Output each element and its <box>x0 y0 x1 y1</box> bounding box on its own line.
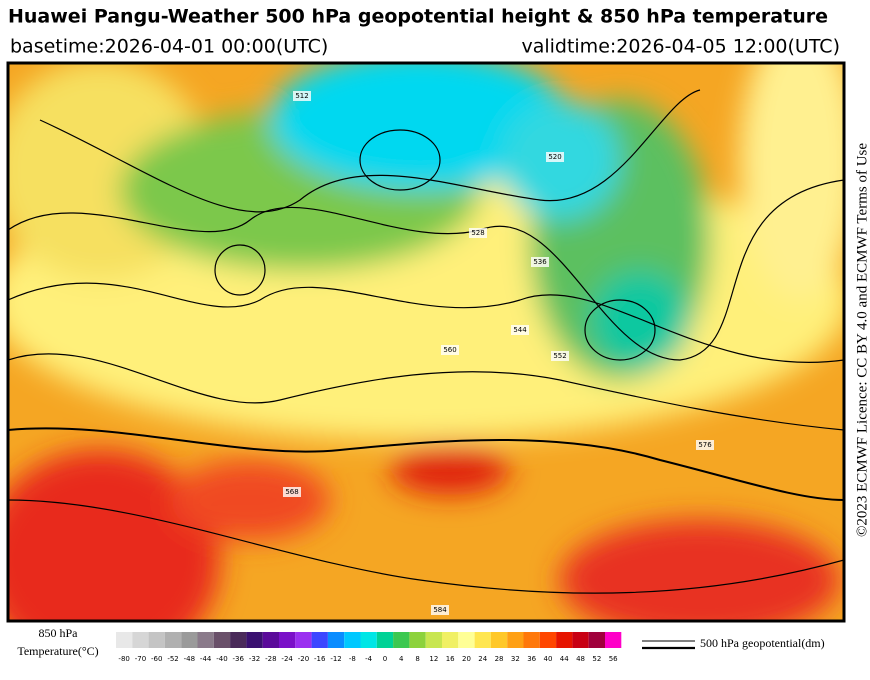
colorbar-tick-label: 44 <box>560 655 569 663</box>
contour-label: 512 <box>295 92 308 100</box>
colorbar-label: Temperature(°C) <box>17 644 98 658</box>
colorbar-swatch <box>442 632 459 648</box>
colorbar-tick-label: -4 <box>365 655 373 663</box>
contour-label: 568 <box>285 488 298 496</box>
colorbar-swatch <box>181 632 198 648</box>
colorbar-tick-label: 8 <box>415 655 419 663</box>
colorbar-label: 850 hPa <box>39 626 79 640</box>
basetime: basetime:2026-04-01 00:00(UTC) <box>10 36 328 58</box>
colorbar-swatch <box>539 632 557 648</box>
colorbar-swatch <box>311 632 328 648</box>
colorbar-swatch <box>523 632 540 648</box>
colorbar-tick-label: 4 <box>399 655 404 663</box>
colorbar-tick-label: -48 <box>184 655 195 663</box>
contour-label-bg <box>531 257 549 267</box>
colorbar-swatch <box>116 632 133 648</box>
colorbar-swatch <box>344 632 361 648</box>
colorbar-swatch <box>295 632 312 648</box>
contour-label: 536 <box>533 258 547 266</box>
contour-label-bg <box>551 351 569 361</box>
colorbar-tick-label: -28 <box>265 655 276 663</box>
colorbar-swatch <box>327 632 345 648</box>
colorbar-tick-label: 52 <box>592 655 601 663</box>
colorbar-swatch <box>556 632 573 648</box>
colorbar-tick-label: 32 <box>511 655 520 663</box>
colorbar-swatch <box>360 632 377 648</box>
contour-label: 528 <box>471 229 484 237</box>
colorbar-swatch <box>458 632 475 648</box>
colorbar-tick-label: -24 <box>281 655 293 663</box>
colorbar-tick-label: 20 <box>462 655 471 663</box>
contour-label-bg <box>293 91 311 101</box>
contour-label: 520 <box>548 153 561 161</box>
contour-label: 576 <box>698 441 712 449</box>
contour-label-bg <box>469 228 487 238</box>
colorbar-tick-label: -40 <box>216 655 227 663</box>
colorbar-swatch <box>164 632 182 648</box>
licence: ©2023 ECMWF Licence: CC BY 4.0 and ECMWF… <box>854 143 870 537</box>
contour-label-bg <box>441 345 459 355</box>
colorbar-tick-label: 36 <box>527 655 536 663</box>
colorbar-tick-label: 40 <box>543 655 552 663</box>
colorbar-tick-label: 24 <box>478 655 487 663</box>
colorbar-tick-label: -12 <box>330 655 341 663</box>
colorbar-swatch <box>409 632 426 648</box>
colorbar-tick-label: 16 <box>446 655 455 663</box>
colorbar-swatch <box>376 632 394 648</box>
validtime: validtime:2026-04-05 12:00(UTC) <box>521 36 840 58</box>
colorbar-swatch <box>474 632 491 648</box>
colorbar-swatch <box>588 632 605 648</box>
colorbar-tick-label: -80 <box>118 655 129 663</box>
colorbar-tick-label: -20 <box>298 655 309 663</box>
colorbar-tick-label: -60 <box>151 655 162 663</box>
colorbar-swatch <box>279 632 296 648</box>
map-frame <box>6 61 846 623</box>
colorbar-tick-label: -36 <box>233 655 245 663</box>
colorbar-swatch <box>605 632 622 648</box>
colorbar-swatch <box>572 632 589 648</box>
colorbar-tick-label: -44 <box>200 655 212 663</box>
colorbar-tick-label: -32 <box>249 655 260 663</box>
colorbar-swatch <box>148 632 165 648</box>
colorbar-swatch <box>132 632 149 648</box>
contour-label-bg <box>283 487 301 497</box>
title: Huawei Pangu-Weather 500 hPa geopotentia… <box>8 6 828 28</box>
colorbar-swatch <box>425 632 442 648</box>
colorbar-tick-label: -52 <box>167 655 178 663</box>
contour-legend: 500 hPa geopotential(dm) <box>700 636 825 650</box>
contour-label: 584 <box>433 606 447 614</box>
colorbar-swatch <box>507 632 524 648</box>
colorbar-tick-label: 48 <box>576 655 585 663</box>
contour-label: 552 <box>553 352 566 360</box>
colorbar-swatch <box>490 632 508 648</box>
contour-label-bg <box>546 152 564 162</box>
colorbar-swatch <box>197 632 214 648</box>
colorbar-tick-label: -8 <box>349 655 356 663</box>
colorbar-tick-label: 56 <box>609 655 618 663</box>
colorbar-swatch <box>393 632 410 648</box>
colorbar-tick-label: 12 <box>429 655 438 663</box>
colorbar-swatch <box>246 632 263 648</box>
colorbar-swatch <box>262 632 279 648</box>
contour-label: 544 <box>513 326 527 334</box>
colorbar-tick-label: -70 <box>135 655 146 663</box>
contour-label-bg <box>696 440 714 450</box>
contour-label-bg <box>511 325 529 335</box>
map <box>8 63 844 621</box>
colorbar-swatch <box>213 632 231 648</box>
contour-label-bg <box>431 605 449 615</box>
colorbar-tick-label: 0 <box>383 655 387 663</box>
colorbar-swatch <box>230 632 247 648</box>
colorbar-tick-label: -16 <box>314 655 326 663</box>
colorbar-tick-label: 28 <box>495 655 504 663</box>
contour-label: 560 <box>443 346 456 354</box>
